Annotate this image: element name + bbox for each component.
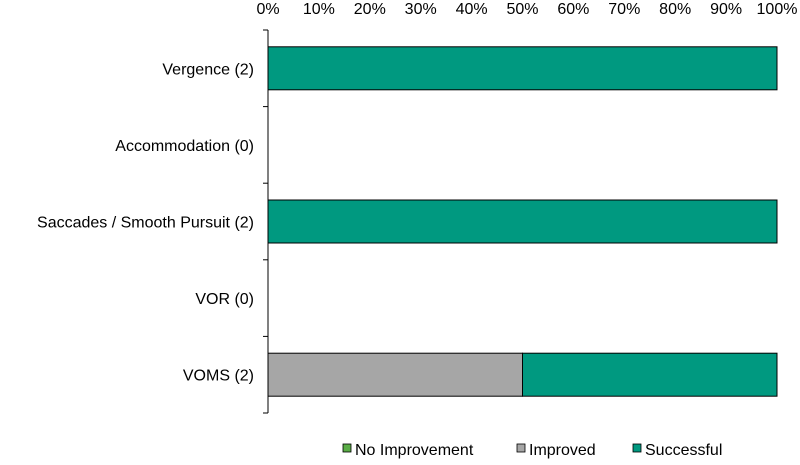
x-tick-label: 0% [256, 1, 279, 18]
category-label: Accommodation (0) [115, 138, 254, 155]
legend-swatch [516, 443, 526, 453]
legend-label: No Improvement [355, 442, 474, 459]
legend-swatch [632, 443, 642, 453]
x-tick-label: 40% [456, 1, 488, 18]
x-tick-label: 80% [659, 1, 691, 18]
bar-segment [267, 46, 778, 91]
category-label: Saccades / Smooth Pursuit (2) [37, 215, 254, 232]
legend: No Improvement Improved Successful [342, 442, 722, 459]
x-tick-label: 90% [710, 1, 742, 18]
bar-segment [267, 352, 523, 397]
bar-segment [267, 199, 778, 244]
x-tick-label: 10% [303, 1, 335, 18]
bars [267, 46, 778, 397]
legend-label: Improved [529, 442, 596, 459]
x-tick-label: 100% [757, 1, 798, 18]
category-labels: Vergence (2) Accommodation (0) Saccades / … [37, 61, 254, 384]
x-tick-label: 30% [405, 1, 437, 18]
legend-label: Successful [645, 442, 722, 459]
x-tick-label: 70% [608, 1, 640, 18]
y-axis [263, 29, 269, 414]
category-label: VOMS (2) [183, 368, 254, 385]
category-label: Vergence (2) [162, 61, 254, 78]
x-tick-label: 50% [506, 1, 538, 18]
x-tick-label: 60% [557, 1, 589, 18]
x-axis-ticks: 0% 10% 20% 30% 40% 50% 60% 70% 80% 90% 100% [256, 1, 797, 18]
bar-segment [522, 352, 778, 397]
x-tick-label: 20% [354, 1, 386, 18]
category-label: VOR (0) [195, 291, 254, 308]
legend-swatch [342, 443, 352, 453]
